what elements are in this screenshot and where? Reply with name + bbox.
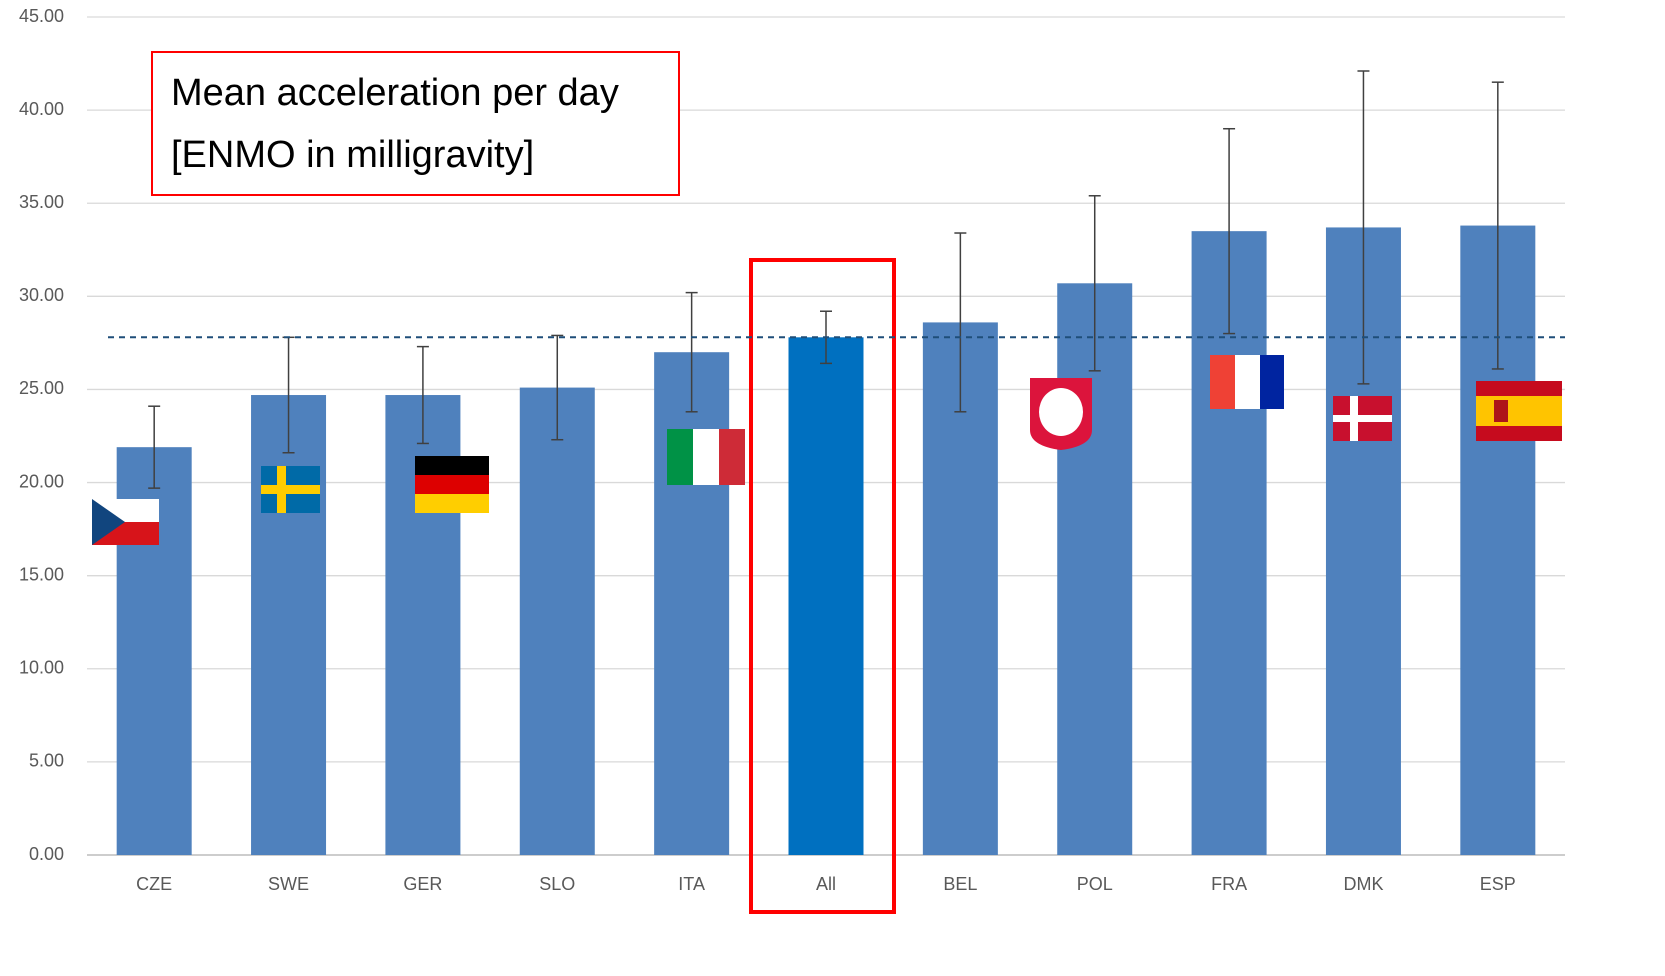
x-tick-label: POL [1077, 874, 1113, 894]
y-tick-label: 45.00 [19, 6, 64, 26]
error-bar [954, 232, 967, 413]
annotation: Mean acceleration per day [171, 72, 619, 114]
error-bar [1088, 195, 1101, 372]
flag-esp [1476, 381, 1562, 441]
error-bar [551, 334, 564, 441]
x-tick-label: SWE [268, 874, 309, 894]
y-tick-label: 15.00 [19, 564, 64, 584]
annotation: [ENMO in milligravity] [171, 134, 534, 176]
y-tick-label: 30.00 [19, 285, 64, 305]
flags [92, 355, 1562, 545]
bar [654, 352, 730, 855]
x-tick-label: ESP [1480, 874, 1516, 894]
flag-ger [415, 456, 489, 513]
x-tick-label: CZE [136, 874, 172, 894]
x-tick-label: FRA [1211, 874, 1247, 894]
highlight-box [749, 258, 896, 914]
flag-ita [667, 429, 745, 485]
y-tick-label: 10.00 [19, 658, 64, 678]
y-tick-label: 40.00 [19, 99, 64, 119]
flag-cze [92, 499, 159, 545]
y-tick-label: 25.00 [19, 378, 64, 398]
error-bar [1491, 81, 1504, 370]
bar [1191, 231, 1267, 856]
flag-fra [1210, 355, 1284, 409]
error-bar [1223, 127, 1236, 335]
y-tick-label: 35.00 [19, 192, 64, 212]
flag-pol [1030, 378, 1092, 450]
bar [519, 387, 595, 855]
bar [251, 395, 327, 855]
error-bar [416, 345, 429, 445]
x-tick-label: GER [403, 874, 442, 894]
x-tick-label: BEL [943, 874, 977, 894]
overlay [108, 70, 1565, 914]
y-tick-label: 5.00 [29, 751, 64, 771]
error-bar [685, 291, 698, 413]
y-tick-label: 20.00 [19, 471, 64, 491]
y-tick-label: 0.00 [29, 844, 64, 864]
x-tick-label: All [816, 874, 836, 894]
flag-dmk [1333, 396, 1392, 441]
error-bar [1357, 70, 1370, 385]
error-bar [148, 405, 161, 489]
flag-swe [261, 466, 320, 513]
x-tick-label: SLO [539, 874, 575, 894]
x-tick-label: ITA [678, 874, 705, 894]
bar [788, 337, 864, 855]
x-tick-label: DMK [1343, 874, 1383, 894]
annotation-box [151, 51, 680, 196]
